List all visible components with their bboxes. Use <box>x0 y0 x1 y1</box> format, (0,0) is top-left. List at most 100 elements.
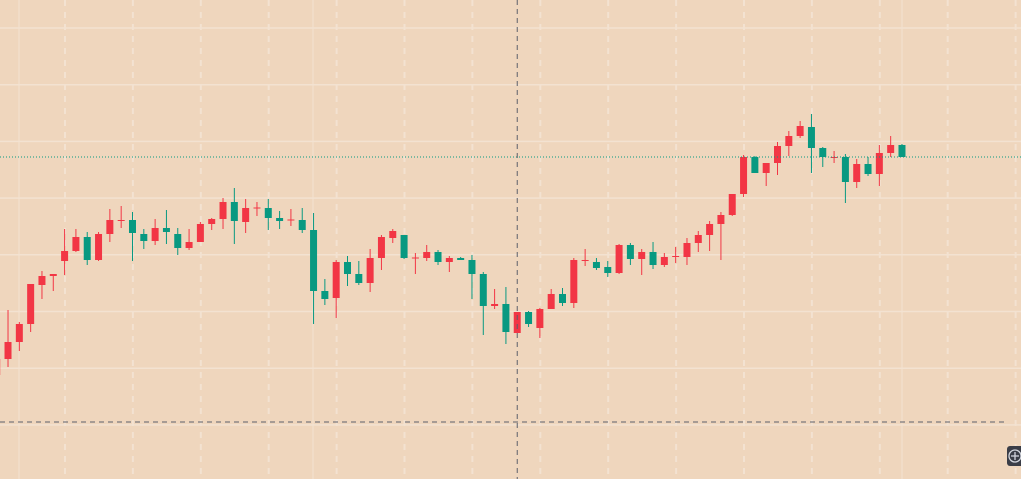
candle <box>434 250 442 265</box>
candle <box>785 131 793 156</box>
candle-body <box>242 208 250 222</box>
candle <box>717 212 725 260</box>
zoom-plus-button[interactable] <box>1007 446 1021 466</box>
candle-body <box>604 267 612 273</box>
candle-body <box>626 245 634 259</box>
candle-body <box>819 148 827 157</box>
candle-body <box>468 260 476 274</box>
candle <box>4 310 12 367</box>
candle-body <box>547 294 555 309</box>
candle-body <box>491 304 499 306</box>
candle-body <box>751 157 759 173</box>
candle <box>61 229 69 275</box>
candle-body <box>649 252 657 265</box>
candle <box>366 249 374 292</box>
candle <box>445 256 453 272</box>
candle <box>242 199 250 233</box>
candle <box>592 258 600 270</box>
candle <box>423 245 431 261</box>
candle <box>355 261 363 285</box>
candle-body <box>276 218 284 221</box>
candle-body <box>638 252 646 259</box>
candle-body <box>321 291 329 299</box>
candle-body <box>411 257 419 259</box>
candle <box>525 311 533 327</box>
candle <box>887 136 895 157</box>
candle-body <box>740 157 748 194</box>
candle <box>389 229 397 243</box>
candle <box>298 208 306 233</box>
candle-body <box>898 145 906 157</box>
candle <box>95 232 103 261</box>
candle-body <box>457 258 465 260</box>
candle-body <box>38 276 46 285</box>
candle-body <box>366 258 374 283</box>
candle-body <box>660 257 668 265</box>
candle-body <box>185 242 193 248</box>
candle <box>196 222 204 242</box>
candle-body <box>377 237 385 258</box>
candle-body <box>513 312 521 333</box>
candle <box>343 256 351 286</box>
candle-body <box>864 164 872 174</box>
candle <box>208 218 216 230</box>
candle-body <box>570 260 578 303</box>
candle-body <box>762 163 770 173</box>
candle <box>706 221 714 251</box>
candle <box>683 238 691 265</box>
candle <box>253 202 261 216</box>
candle-body <box>581 260 589 261</box>
candle <box>230 188 238 244</box>
candle <box>162 210 170 244</box>
candle-body <box>559 294 566 303</box>
candle <box>276 211 284 229</box>
candle <box>547 289 555 309</box>
candle-body <box>287 219 295 221</box>
candle-body <box>140 234 148 241</box>
candles <box>0 114 906 375</box>
candle-body <box>887 145 895 153</box>
candle-body <box>355 274 363 283</box>
candle <box>38 271 46 299</box>
candle-body <box>694 235 702 243</box>
candle-body <box>196 224 204 242</box>
candle-body <box>525 312 533 324</box>
candle <box>694 231 702 252</box>
candle-body <box>683 243 691 257</box>
candle-body <box>796 126 804 136</box>
candle-body <box>117 220 125 221</box>
candle <box>491 289 499 309</box>
candle <box>411 253 419 274</box>
candle <box>72 229 80 252</box>
candle-body <box>672 256 680 257</box>
candle <box>581 249 589 266</box>
candle-body <box>15 324 23 342</box>
candle-body <box>230 202 238 221</box>
candle-body <box>264 208 272 218</box>
candle <box>774 142 782 175</box>
candle <box>841 154 849 203</box>
candle <box>502 287 510 344</box>
candle-body <box>61 251 69 261</box>
candle <box>604 261 612 277</box>
candle <box>117 206 125 228</box>
candle <box>49 274 57 291</box>
candle-body <box>4 342 12 359</box>
candle <box>536 308 544 338</box>
candle <box>457 257 465 260</box>
candle-body <box>332 262 340 298</box>
candle <box>468 255 476 299</box>
candle-body <box>841 157 849 182</box>
candle-body <box>298 220 306 230</box>
candle-body <box>434 252 442 262</box>
candle-body <box>728 194 736 215</box>
candle <box>15 322 23 351</box>
candle <box>310 213 318 324</box>
candle-body <box>423 252 431 258</box>
candle <box>151 219 159 245</box>
candle <box>626 243 634 265</box>
candle-body <box>807 127 815 148</box>
candle <box>751 156 759 173</box>
